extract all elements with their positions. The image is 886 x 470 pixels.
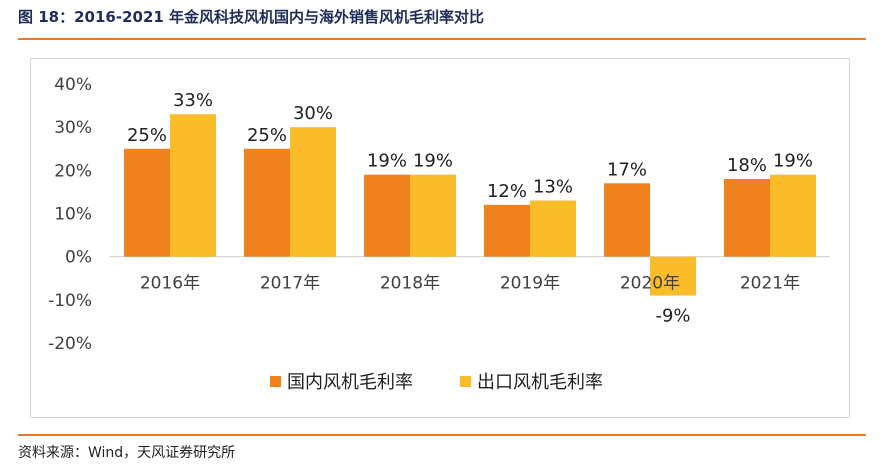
bar-domestic: [724, 178, 770, 257]
bar-domestic: [364, 174, 410, 257]
figure-title: 图 18：2016-2021 年金风科技风机国内与海外销售风机毛利率对比: [18, 8, 485, 26]
x-tick-label: 2017年: [260, 274, 320, 294]
y-tick-label: 20%: [54, 161, 92, 181]
data-label: 33%: [173, 90, 213, 111]
data-label: 19%: [367, 151, 407, 172]
bar-export: [770, 174, 816, 257]
bar-export: [170, 114, 216, 257]
legend-label: 出口风机毛利率: [477, 372, 603, 393]
y-tick-label: 0%: [65, 248, 92, 268]
bar-export: [530, 200, 576, 257]
bar-domestic: [244, 148, 290, 257]
legend-swatch: [460, 376, 471, 387]
x-tick-label: 2020年: [620, 274, 680, 294]
data-label: 25%: [127, 125, 167, 146]
bar-chart: 40% 30% 20% 10% 0% -10% -20% 25% 33% 2016年 25% 30% 2…: [48, 75, 830, 393]
bar-domestic: [604, 183, 650, 257]
legend-swatch: [270, 376, 281, 387]
bar-export: [410, 174, 456, 257]
y-tick-label: 40%: [54, 75, 92, 95]
bar-export: [650, 256, 696, 296]
bar-domestic: [484, 204, 530, 257]
data-label: 12%: [487, 181, 527, 202]
chart-frame: [30, 58, 850, 418]
y-tick-label: -20%: [48, 334, 92, 354]
data-label: -9%: [655, 306, 690, 327]
y-tick-label: 10%: [54, 205, 92, 225]
x-tick-label: 2018年: [380, 274, 440, 294]
data-label: 17%: [607, 159, 647, 180]
data-label: 13%: [533, 177, 573, 198]
data-label: 19%: [773, 151, 813, 172]
source-note: 资料来源：Wind，天风证券研究所: [18, 445, 236, 461]
y-tick-label: 30%: [54, 118, 92, 138]
source-rule: [18, 434, 866, 436]
bar-domestic: [124, 148, 170, 257]
data-label: 18%: [727, 155, 767, 176]
y-tick-label: -10%: [48, 291, 92, 311]
x-tick-label: 2019年: [500, 274, 560, 294]
legend-label: 国内风机毛利率: [287, 372, 413, 393]
title-rule: [18, 38, 866, 40]
data-label: 25%: [247, 125, 287, 146]
x-tick-label: 2021年: [740, 274, 800, 294]
x-tick-label: 2016年: [140, 274, 200, 294]
bar-export: [290, 127, 336, 257]
data-label: 19%: [413, 151, 453, 172]
data-label: 30%: [293, 103, 333, 124]
